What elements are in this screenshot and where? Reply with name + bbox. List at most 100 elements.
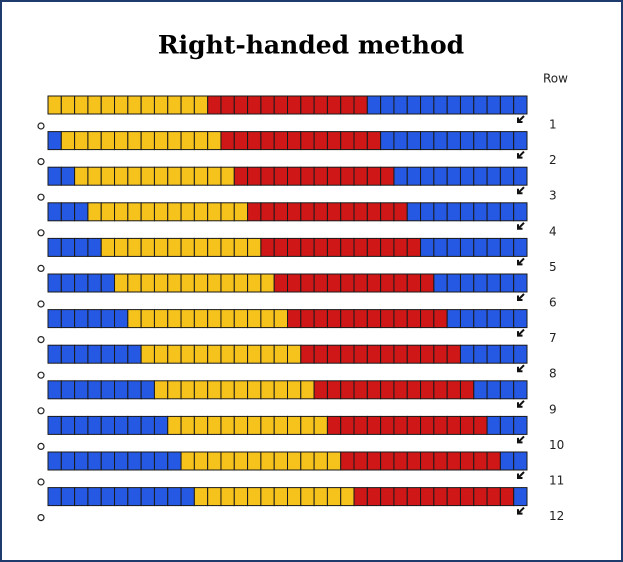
direction-arrow xyxy=(517,293,525,301)
stitch xyxy=(260,415,275,435)
stitch xyxy=(100,487,116,507)
stitch xyxy=(287,309,302,329)
stitch xyxy=(220,237,235,257)
stitch xyxy=(340,131,355,151)
stitch xyxy=(486,487,501,507)
stitch xyxy=(340,380,355,400)
stitch xyxy=(446,95,461,115)
stitch xyxy=(220,131,235,151)
stitch xyxy=(300,131,315,151)
stitch xyxy=(273,95,289,115)
stitch xyxy=(127,487,142,507)
stitch xyxy=(273,380,289,400)
stitch xyxy=(60,237,76,257)
stitch xyxy=(153,237,169,257)
start-marker xyxy=(37,122,45,130)
stitch xyxy=(300,344,315,364)
stitch xyxy=(233,380,249,400)
stitch xyxy=(233,487,249,507)
stitch xyxy=(433,202,448,222)
stitch xyxy=(260,273,275,293)
stitch xyxy=(153,380,169,400)
stitch xyxy=(486,202,501,222)
stitch xyxy=(459,487,475,507)
stitch xyxy=(127,95,142,115)
stitch xyxy=(74,451,89,471)
stitch xyxy=(273,309,289,329)
stitch xyxy=(513,344,528,364)
stitch xyxy=(326,166,342,186)
stitch xyxy=(74,131,89,151)
stitch xyxy=(406,237,422,257)
stitch xyxy=(459,380,475,400)
stitch xyxy=(127,166,142,186)
stitch xyxy=(446,487,461,507)
stitch xyxy=(473,487,488,507)
stitch xyxy=(473,273,488,293)
stitch xyxy=(87,202,102,222)
stitch xyxy=(406,309,422,329)
stitch xyxy=(326,309,342,329)
stitch xyxy=(87,273,102,293)
stitch xyxy=(220,451,235,471)
stitch xyxy=(420,487,435,507)
stitch xyxy=(140,487,155,507)
stitch xyxy=(207,309,222,329)
title: Right-handed method xyxy=(158,31,464,60)
row-label: 8 xyxy=(549,367,557,381)
stitch xyxy=(114,95,129,115)
stitch xyxy=(140,131,155,151)
stitch xyxy=(313,131,328,151)
stitch xyxy=(247,344,262,364)
stitch xyxy=(193,415,209,435)
stitch xyxy=(300,273,315,293)
stitch xyxy=(353,487,368,507)
stitch xyxy=(473,451,488,471)
stitch xyxy=(233,344,249,364)
stitch xyxy=(167,451,182,471)
stitch xyxy=(233,237,249,257)
stitch xyxy=(406,131,422,151)
stitch xyxy=(60,344,76,364)
stitch xyxy=(87,309,102,329)
direction-arrow xyxy=(517,257,525,266)
stitch xyxy=(459,415,475,435)
stitch xyxy=(499,202,515,222)
stitch xyxy=(114,273,129,293)
stitch xyxy=(420,95,435,115)
stitch xyxy=(420,237,435,257)
stitch xyxy=(287,202,302,222)
stitch xyxy=(260,166,275,186)
stitch xyxy=(193,344,209,364)
stitch xyxy=(513,166,528,186)
stitch xyxy=(473,415,488,435)
stitch xyxy=(486,344,501,364)
stitch xyxy=(207,166,222,186)
direction-arrow xyxy=(517,222,525,230)
stitch xyxy=(513,487,528,507)
stitch xyxy=(193,202,209,222)
stitch xyxy=(406,487,422,507)
stitch xyxy=(366,344,382,364)
stitch xyxy=(273,415,289,435)
stitch xyxy=(300,202,315,222)
stitch xyxy=(247,380,262,400)
stitch xyxy=(433,95,448,115)
stitch xyxy=(220,166,235,186)
row xyxy=(47,380,528,400)
stitch xyxy=(180,344,195,364)
stitch xyxy=(513,380,528,400)
stitch xyxy=(260,309,275,329)
stitch xyxy=(420,451,435,471)
stitch xyxy=(74,202,89,222)
stitch xyxy=(446,131,461,151)
stitch xyxy=(167,415,182,435)
stitch xyxy=(87,451,102,471)
column-header: Row xyxy=(543,72,568,86)
stitch xyxy=(420,380,435,400)
stitch xyxy=(406,344,422,364)
stitch xyxy=(393,380,408,400)
stitch xyxy=(140,309,155,329)
stitch xyxy=(340,166,355,186)
stitch xyxy=(499,273,515,293)
